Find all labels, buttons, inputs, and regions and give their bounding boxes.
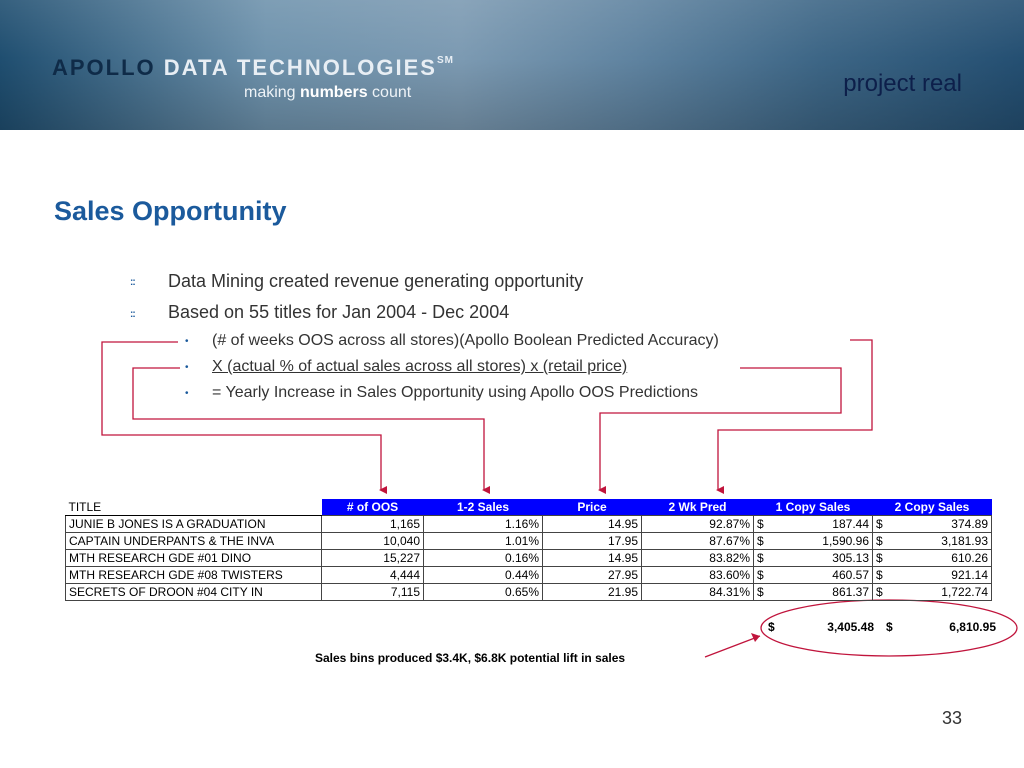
sub-bullet-item: = Yearly Increase in Sales Opportunity u… [212,384,699,401]
cell-sales: 0.44% [423,566,543,584]
cell-currency: $ [752,515,773,533]
cell-currency: $ [752,532,773,550]
bullet-item: Based on 55 titles for Jan 2004 - Dec 20… [168,302,510,322]
col-header-1copy: 1 Copy Sales [753,499,873,516]
cell-currency: $ [752,549,773,567]
sub-bullet-dot-icon: • [185,388,189,399]
cell-pred: 87.67% [641,532,754,550]
table-row: SECRETS OF DROON #04 CITY IN 7,115 0.65%… [65,583,992,601]
cell-pred: 83.60% [641,566,754,584]
col-header-price: Price [542,499,642,516]
company-tagline: making numbers count [244,84,411,102]
cell-currency: $ [871,515,892,533]
cell-price: 21.95 [542,583,642,601]
arrow-pred [716,339,873,494]
cell-pred: 83.82% [641,549,754,567]
cell-title: CAPTAIN UNDERPANTS & THE INVA [65,532,322,550]
header-banner [0,0,1024,130]
cell-2copy: 1,722.74 [891,583,992,601]
cell-currency: $ [871,583,892,601]
cell-currency: $ [752,566,773,584]
cell-price: 27.95 [542,566,642,584]
header-banner-shade [0,0,1024,130]
bullet-marker-icon: :: [130,309,136,320]
cell-title: JUNIE B JONES IS A GRADUATION [65,515,322,533]
cell-2copy: 610.26 [891,549,992,567]
table-header-row: TITLE # of OOS 1-2 Sales Price 2 Wk Pred… [65,499,992,516]
arrow-price [598,367,842,494]
cell-currency: $ [871,532,892,550]
col-header-oos: # of OOS [321,499,424,516]
bullet-item: Data Mining created revenue generating o… [168,271,584,291]
cell-price: 14.95 [542,515,642,533]
cell-sales: 1.16% [423,515,543,533]
cell-title: MTH RESEARCH GDE #08 TWISTERS [65,566,322,584]
cell-oos: 1,165 [321,515,424,533]
cell-oos: 15,227 [321,549,424,567]
cell-currency: $ [871,566,892,584]
logo-data-technologies: DATA TECHNOLOGIES [163,55,437,80]
cell-sales: 0.65% [423,583,543,601]
cell-1copy: 1,590.96 [772,532,873,550]
table-row: MTH RESEARCH GDE #08 TWISTERS 4,444 0.44… [65,566,992,584]
sales-note: Sales bins produced $3.4K, $6.8K potenti… [315,651,626,665]
cell-currency: $ [871,549,892,567]
company-logo: APOLLO DATA TECHNOLOGIESSM [52,55,454,81]
slide-title: Sales Opportunity [54,196,287,226]
cell-price: 14.95 [542,549,642,567]
bullet-marker-icon: :: [130,277,136,288]
cell-pred: 84.31% [641,583,754,601]
total-currency: $ [886,620,893,634]
total-1copy: 3,405.48 [827,620,874,634]
cell-sales: 1.01% [423,532,543,550]
cell-2copy: 921.14 [891,566,992,584]
cell-sales: 0.16% [423,549,543,567]
cell-oos: 10,040 [321,532,424,550]
cell-title: MTH RESEARCH GDE #01 DINO [65,549,322,567]
col-header-title: TITLE [65,499,322,516]
cell-1copy: 861.37 [772,583,873,601]
arrow-note [704,635,761,658]
col-header-pred: 2 Wk Pred [641,499,754,516]
page-number: 33 [941,708,962,728]
cell-price: 17.95 [542,532,642,550]
cell-oos: 4,444 [321,566,424,584]
cell-currency: $ [752,583,773,601]
cell-1copy: 187.44 [772,515,873,533]
tagline-emphasis: numbers [300,84,368,101]
cell-1copy: 305.13 [772,549,873,567]
table-row: JUNIE B JONES IS A GRADUATION 1,165 1.16… [65,515,992,533]
cell-1copy: 460.57 [772,566,873,584]
arrow-sales [132,367,490,494]
col-header-2copy: 2 Copy Sales [872,499,992,516]
col-header-sales: 1-2 Sales [423,499,543,516]
cell-2copy: 374.89 [891,515,992,533]
sub-bullet-item: (# of weeks OOS across all stores)(Apoll… [212,332,719,349]
logo-service-mark: SM [436,55,454,66]
logo-apollo: APOLLO [52,55,156,80]
table-row: CAPTAIN UNDERPANTS & THE INVA 10,040 1.0… [65,532,992,550]
total-currency: $ [768,620,775,634]
sub-bullet-dot-icon: • [185,336,189,347]
project-label: project real [843,70,962,97]
cell-oos: 7,115 [321,583,424,601]
cell-title: SECRETS OF DROON #04 CITY IN [65,583,322,601]
sales-table: TITLE # of OOS 1-2 Sales Price 2 Wk Pred… [65,499,992,601]
tagline-part: count [367,84,412,101]
total-2copy: 6,810.95 [949,620,996,634]
tagline-part: making [244,84,301,101]
arrow-oos [101,341,387,494]
sub-bullet-item: X (actual % of actual sales across all s… [212,358,628,375]
cell-pred: 92.87% [641,515,754,533]
cell-2copy: 3,181.93 [891,532,992,550]
sub-bullet-dot-icon: • [185,362,189,373]
table-row: MTH RESEARCH GDE #01 DINO 15,227 0.16% 1… [65,549,992,567]
